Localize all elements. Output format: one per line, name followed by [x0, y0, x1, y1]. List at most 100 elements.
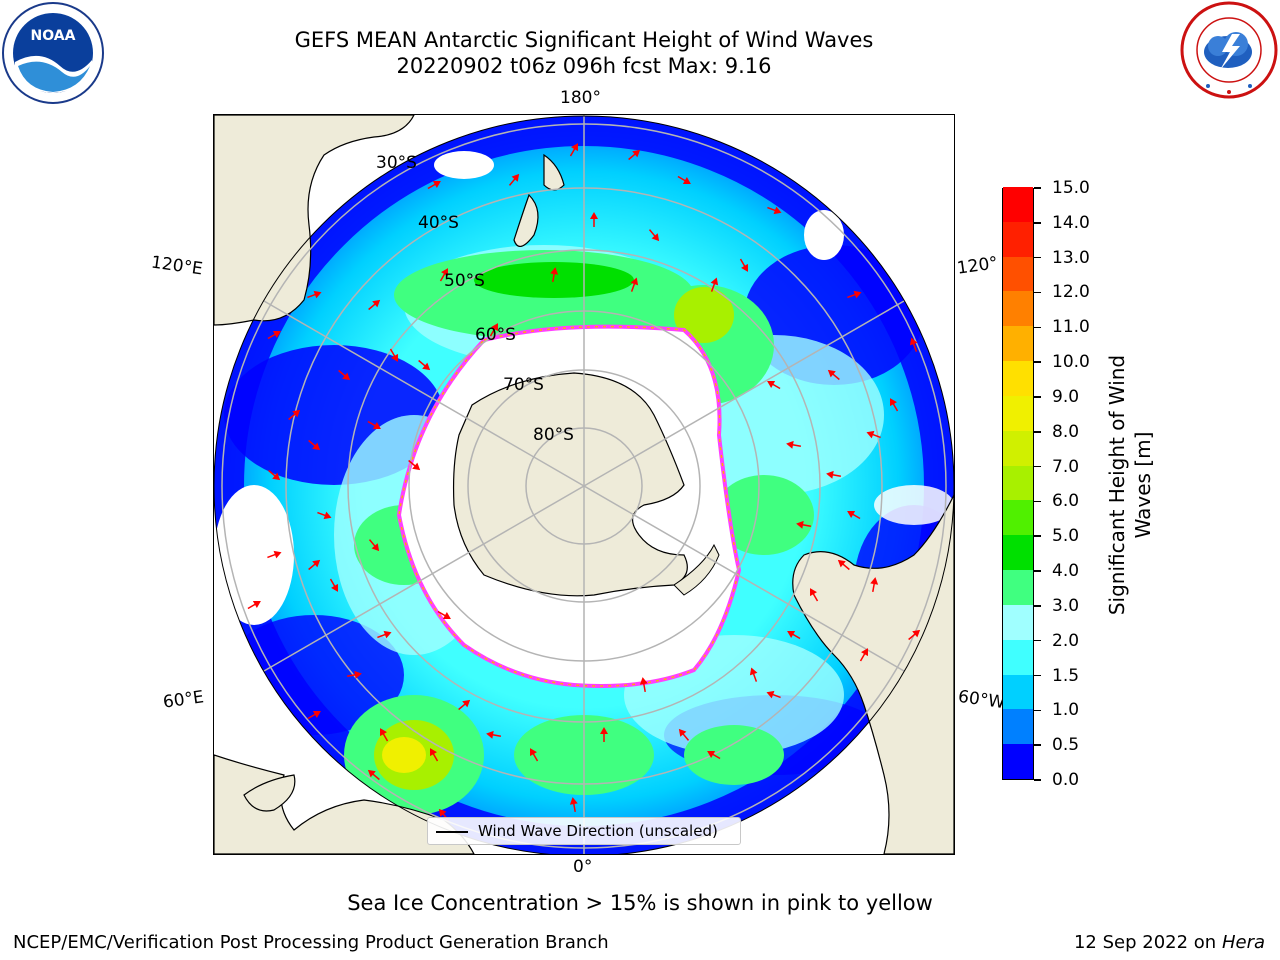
- wave-direction-arrow: [739, 258, 748, 272]
- colorbar-tick-label: 7.0: [1052, 456, 1080, 477]
- wave-direction-arrow: [639, 677, 648, 693]
- colorbar-label-line2: Waves [m]: [1131, 431, 1155, 539]
- wave-direction-arrow: [550, 267, 559, 283]
- wave-direction-arrow: [389, 348, 398, 362]
- colorbar-tick: [1034, 326, 1041, 329]
- wave-direction-arrow: [908, 629, 921, 641]
- colorbar-tick: [1034, 744, 1041, 746]
- colorbar-tick: [1034, 639, 1041, 642]
- wave-direction-arrow: [329, 578, 338, 592]
- wave-direction-arrow: [439, 268, 448, 282]
- wave-direction-arrow: [866, 430, 881, 439]
- colorbar-tick-label: 15.0: [1052, 178, 1090, 198]
- wave-direction-arrow: [710, 277, 719, 292]
- polar-map: [214, 115, 954, 854]
- lon-label-60e: 60°E: [161, 687, 206, 713]
- colorbar-segment: [1003, 325, 1033, 362]
- colorbar-label-line1: Significant Height of Wind: [1105, 354, 1129, 616]
- lon-label-60w: 60°W: [956, 686, 1007, 714]
- colorbar-tick-label: 5.0: [1052, 526, 1080, 547]
- wave-direction-arrow: [826, 470, 842, 479]
- wave-direction-arrow: [767, 381, 781, 390]
- colorbar-tick: [1034, 709, 1041, 712]
- colorbar-tick: [1034, 674, 1041, 677]
- colorbar-segment: [1003, 708, 1033, 745]
- colorbar-tick: [1034, 500, 1041, 503]
- wave-direction-arrow: [890, 398, 899, 412]
- lon-label-180: 180°: [560, 88, 601, 108]
- wave-direction-arrow: [707, 751, 721, 760]
- colorbar-segment: [1003, 604, 1033, 640]
- colorbar-tick: [1034, 779, 1041, 781]
- colorbar-tick-label: 4.0: [1052, 561, 1080, 582]
- nws-logo: [1178, 0, 1280, 104]
- colorbar-tick-label: 12.0: [1052, 282, 1090, 303]
- colorbar-tick-label: 9.0: [1052, 386, 1080, 407]
- svg-text:NOAA: NOAA: [31, 28, 76, 44]
- lat-label-50s: 50°S: [444, 271, 485, 291]
- lat-label-80s: 80°S: [533, 425, 574, 445]
- lat-label-30s: 30°S: [376, 153, 417, 173]
- colorbar-tick: [1034, 256, 1041, 259]
- wave-direction-arrow: [600, 727, 608, 742]
- colorbar-tick: [1034, 535, 1041, 537]
- chart-subtitle: 20220902 t06z 096h fcst Max: 9.16: [396, 54, 772, 78]
- colorbar-tick: [1034, 187, 1041, 189]
- wave-direction-arrow: [430, 748, 439, 762]
- chart-title: GEFS MEAN Antarctic Significant Height o…: [294, 28, 874, 52]
- colorbar-segment: [1003, 639, 1033, 675]
- wave-direction-arrow: [569, 797, 578, 813]
- colorbar-tick-label: 11.0: [1052, 317, 1090, 338]
- wave-direction-arrow: [267, 550, 282, 559]
- wave-direction-arrow: [288, 409, 301, 421]
- colorbar-tick: [1034, 361, 1041, 363]
- wave-direction-arrow: [678, 728, 690, 741]
- colorbar-tick-label: 6.0: [1052, 491, 1080, 512]
- wave-direction-arrow: [628, 149, 641, 161]
- wave-direction-arrow: [368, 299, 381, 311]
- wave-direction-arrow: [859, 648, 868, 662]
- legend-line-swatch: [436, 831, 468, 833]
- wave-direction-arrow: [749, 667, 758, 682]
- noaa-logo: NOAA: [0, 0, 106, 110]
- legend-label: Wind Wave Direction (unscaled): [478, 822, 718, 840]
- wave-direction-arrow: [377, 630, 392, 639]
- colorbar-segment: [1003, 674, 1033, 710]
- wave-direction-arrow: [847, 290, 862, 299]
- footer-timestamp: 12 Sep 2022 on Hera: [1074, 932, 1265, 954]
- colorbar-tick: [1034, 222, 1041, 224]
- lat-label-70s: 70°S: [503, 375, 544, 395]
- colorbar-segment: [1003, 430, 1033, 466]
- wave-direction-arrow: [786, 440, 802, 449]
- colorbar-tick-label: 3.0: [1052, 595, 1080, 616]
- colorbar-tick-label: 0.0: [1052, 770, 1080, 790]
- lon-label-120w: 120°: [955, 253, 1000, 279]
- wave-direction-arrow: [766, 690, 781, 699]
- colorbar-segment: [1003, 569, 1033, 605]
- wave-direction-arrow: [267, 331, 281, 340]
- wave-direction-arrow: [648, 229, 660, 242]
- lat-label-60s: 60°S: [475, 325, 516, 345]
- wave-direction-arrow: [427, 181, 441, 190]
- lon-label-0: 0°: [573, 857, 593, 877]
- colorbar-tick-label: 2.0: [1052, 630, 1080, 651]
- wave-direction-arrow: [796, 520, 812, 529]
- colorbar-segment: [1003, 499, 1033, 536]
- wave-direction-arrow: [909, 337, 918, 352]
- map-legend: Wind Wave Direction (unscaled): [427, 817, 741, 845]
- colorbar-tick: [1034, 291, 1041, 294]
- wave-direction-arrow: [307, 290, 322, 299]
- wave-direction-arrow: [437, 610, 451, 619]
- wave-direction-arrow: [847, 511, 861, 520]
- wave-direction-arrow: [418, 359, 431, 371]
- colorbar-tick-label: 0.5: [1052, 735, 1080, 756]
- colorbar-segment: [1003, 465, 1033, 501]
- wave-direction-arrow: [489, 323, 498, 337]
- wave-direction-arrow: [368, 539, 380, 552]
- sea-ice-note: Sea Ice Concentration > 15% is shown in …: [347, 891, 933, 915]
- colorbar-tick: [1034, 570, 1041, 572]
- wave-direction-arrow: [590, 212, 598, 227]
- wave-direction-arrow: [268, 469, 281, 481]
- wave-direction-arrow: [870, 577, 879, 593]
- wave-direction-arrow: [247, 601, 261, 610]
